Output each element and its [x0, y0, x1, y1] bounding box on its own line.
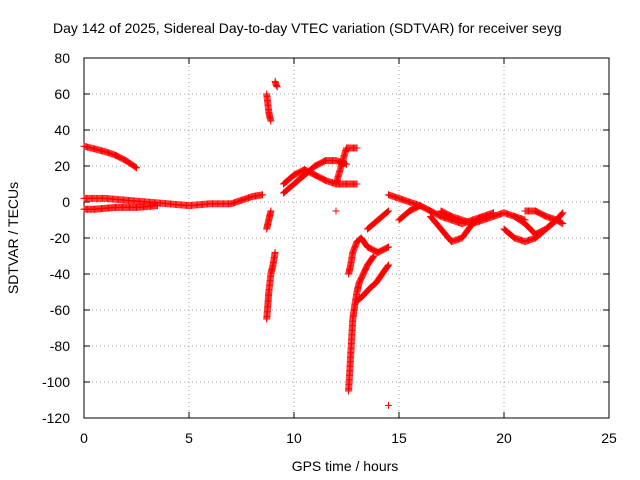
y-tick-label: 60 [54, 86, 70, 102]
x-tick-label: 15 [391, 430, 407, 446]
chart-title: Day 142 of 2025, Sidereal Day-to-day VTE… [53, 20, 562, 36]
data-point-marker [559, 209, 567, 217]
x-tick-label: 0 [80, 430, 88, 446]
data-point-marker [332, 180, 340, 188]
data-point-marker [416, 202, 424, 210]
axis-ticks [83, 57, 610, 419]
data-point-marker [559, 220, 567, 228]
x-tick-label: 25 [601, 430, 617, 446]
y-tick-label: 20 [54, 158, 70, 174]
data-point-marker [133, 164, 140, 172]
y-tick-label: -100 [42, 374, 70, 390]
y-tick-label: -40 [50, 266, 70, 282]
y-axis-label: SDTVAR / TECUs [5, 182, 21, 294]
data-point-marker [383, 244, 391, 252]
y-tick-label: -60 [50, 302, 70, 318]
y-tick-label: 80 [54, 50, 70, 66]
data-point-marker [273, 83, 281, 91]
data-point-marker [273, 82, 281, 90]
data-point-marker [131, 163, 139, 171]
data-point-marker [353, 180, 361, 188]
data-point-marker [259, 191, 266, 199]
data-point-marker [369, 253, 377, 261]
data-point-marker [271, 248, 279, 256]
data-point-marker [415, 202, 423, 210]
data-point-marker [332, 207, 340, 215]
y-tick-label: 40 [54, 122, 70, 138]
y-tick-label: -80 [50, 338, 70, 354]
data-markers [80, 77, 567, 409]
data-point-marker [384, 208, 392, 216]
data-point-marker [267, 207, 275, 215]
y-tick-labels: -120 -100 -80 -60 -40 -20 0 20 40 60 80 [42, 50, 70, 426]
x-tick-label: 5 [185, 430, 193, 446]
data-point-marker [154, 202, 161, 210]
data-point-marker [267, 117, 275, 125]
x-axis-label: GPS time / hours [292, 458, 399, 474]
y-tick-label: -120 [42, 410, 70, 426]
data-point-marker [558, 210, 566, 218]
x-tick-label: 10 [286, 430, 302, 446]
plot-border [83, 57, 610, 419]
x-tick-label: 20 [496, 430, 512, 446]
y-tick-label: -20 [50, 230, 70, 246]
x-tick-labels: 0 5 10 15 20 25 [80, 430, 617, 446]
data-point-marker [385, 207, 392, 215]
data-point-marker [272, 81, 280, 89]
data-point-marker [384, 262, 392, 270]
data-point-marker [385, 401, 392, 409]
y-tick-label: 0 [62, 194, 70, 210]
grid-lines [84, 58, 609, 418]
data-point-marker [385, 261, 392, 269]
data-point-marker [385, 243, 392, 251]
data-point-marker [557, 211, 565, 219]
data-point-marker [558, 219, 566, 227]
